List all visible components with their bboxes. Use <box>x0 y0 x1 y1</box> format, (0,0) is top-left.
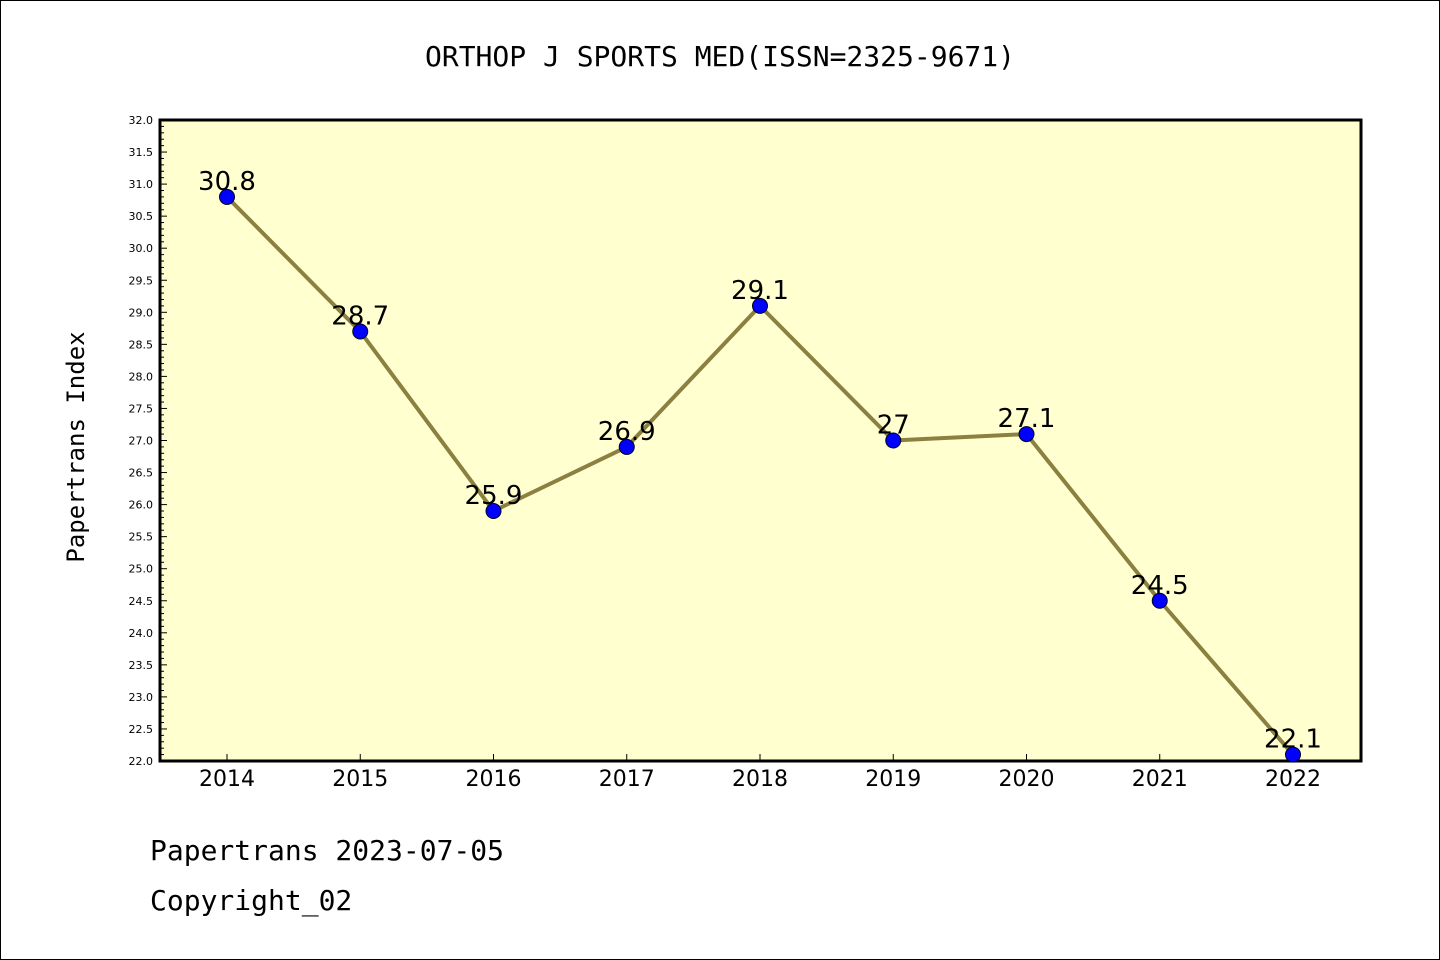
x-axis: 2014 2015 2016 2017 2018 2019 2020 2021 2022 <box>199 754 1321 792</box>
x-tick-label: 2021 <box>1132 767 1188 792</box>
data-point <box>1151 592 1168 609</box>
y-tick-label: 24.5 <box>129 595 154 608</box>
y-tick-label: 29.5 <box>129 274 154 287</box>
series-line-group <box>219 188 1301 763</box>
data-label-group: 30.8 28.7 25.9 26.9 29.1 27 27.1 24.5 22.1 <box>198 167 1322 755</box>
y-tick-label: 28.0 <box>129 370 154 383</box>
x-tick-label: 2015 <box>332 767 388 792</box>
data-label: 26.9 <box>598 417 656 447</box>
x-tick-label: 2020 <box>999 767 1055 792</box>
data-label: 22.1 <box>1264 725 1322 755</box>
y-axis: 22.0 22.5 23.0 23.5 24.0 24.5 25.0 25.5 26.0 26.5… <box>129 114 167 768</box>
y-tick-label: 28.5 <box>129 338 154 351</box>
data-label: 27 <box>877 411 910 441</box>
x-tick-label: 2018 <box>732 767 788 792</box>
data-label: 30.8 <box>198 167 256 197</box>
y-tick-label: 31.0 <box>129 178 154 191</box>
data-label: 29.1 <box>731 276 789 306</box>
chart-title: ORTHOP J SPORTS MED(ISSN=2325-9671) <box>425 40 1015 73</box>
footer-date-line: Papertrans 2023-07-05 <box>150 834 505 867</box>
x-tick-label: 2022 <box>1265 767 1321 792</box>
y-tick-label: 30.0 <box>129 242 154 255</box>
x-tick-label: 2016 <box>466 767 522 792</box>
data-point <box>885 432 902 449</box>
y-tick-label: 23.5 <box>129 659 154 672</box>
y-tick-label: 29.0 <box>129 306 154 319</box>
data-point <box>485 503 502 520</box>
data-point <box>219 188 235 205</box>
plot-area <box>158 118 1363 763</box>
data-point <box>352 323 369 340</box>
y-tick-label: 27.0 <box>129 435 154 448</box>
data-label: 27.1 <box>998 404 1056 434</box>
y-tick-label: 23.0 <box>129 691 154 704</box>
footer-copyright: Copyright_02 <box>150 884 353 917</box>
y-tick-label: 22.0 <box>129 755 154 768</box>
y-tick-label: 24.0 <box>129 627 154 640</box>
y-tick-label: 25.0 <box>129 563 154 576</box>
y-tick-label: 22.5 <box>129 723 154 736</box>
y-tick-label: 25.5 <box>129 531 154 544</box>
y-tick-label: 32.0 <box>129 114 154 127</box>
y-tick-label: 26.5 <box>129 467 154 480</box>
x-tick-label: 2017 <box>599 767 655 792</box>
y-tick-label: 27.5 <box>129 402 154 415</box>
data-point <box>1018 426 1035 443</box>
y-tick-label: 31.5 <box>129 146 154 159</box>
data-point <box>752 297 768 314</box>
y-tick-label: 30.5 <box>129 210 154 223</box>
data-label: 24.5 <box>1131 571 1189 601</box>
x-tick-label: 2014 <box>199 767 255 792</box>
data-point <box>1285 746 1301 763</box>
x-tick-label: 2019 <box>865 767 921 792</box>
data-point <box>618 438 635 455</box>
data-label: 25.9 <box>465 481 523 511</box>
data-label: 28.7 <box>331 302 389 332</box>
y-axis-label: Papertrans Index <box>62 331 90 562</box>
y-tick-label: 26.0 <box>129 499 154 512</box>
